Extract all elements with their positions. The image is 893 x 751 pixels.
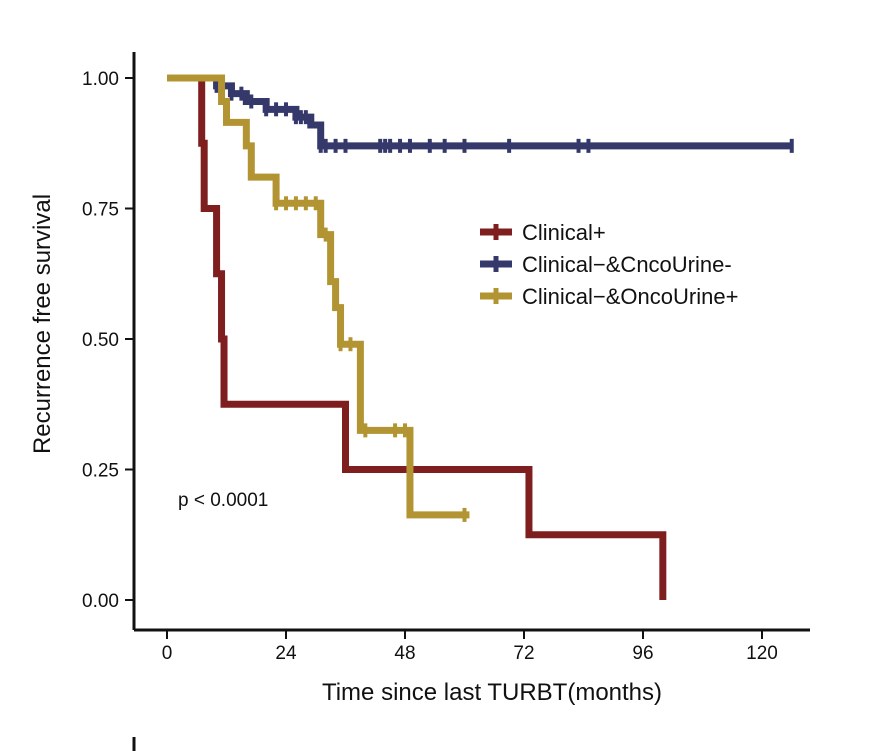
legend-label: Clinical−&CncoUrine- [522,252,732,277]
y-tick-label: 1.00 [82,69,119,90]
ticks-layer: 0 24 48 72 96 120 0.00 0.25 0.50 0.75 1.00 [82,69,778,664]
y-axis-title: Recurrence free survival [29,194,56,454]
series-group [167,74,470,522]
survival-curve [167,74,470,519]
legend-label: Clinical+ [522,220,606,245]
survival-curve [167,74,792,150]
x-tick-label: 48 [394,643,415,664]
legend-item: Clinical+ [480,220,606,245]
x-tick-label: 0 [162,643,173,664]
y-tick-label: 0.25 [82,461,119,482]
legend-item: Clinical−&CncoUrine- [480,252,732,277]
x-tick-label: 120 [746,643,778,664]
x-axis-title: Time since last TURBT(months) [322,679,662,706]
legend-item: Clinical−&OncoUrine+ [480,284,738,309]
x-tick-label: 24 [275,643,297,664]
x-tick-label: 72 [513,643,534,664]
x-tick-label: 96 [632,643,653,664]
p-value-annotation: p < 0.0001 [178,490,268,511]
legend: Clinical+ Clinical−&CncoUrine- Clinical−&O… [480,220,738,309]
series-layer [167,74,794,600]
series-group [167,74,667,600]
series-group [167,74,794,153]
legend-label: Clinical−&OncoUrine+ [522,284,738,309]
survival-curve [167,74,667,600]
y-tick-label: 0.50 [82,330,119,351]
y-tick-label: 0.75 [82,200,119,221]
axes-layer [132,52,810,751]
y-tick-label: 0.00 [82,591,119,612]
